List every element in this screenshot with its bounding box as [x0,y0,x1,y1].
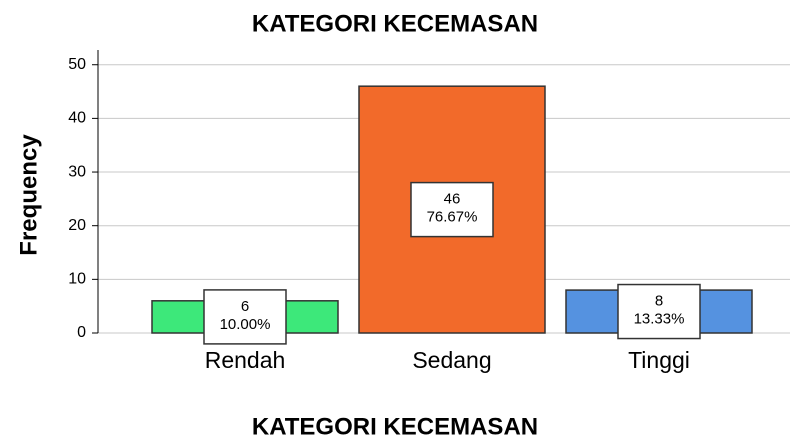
x-axis-label: KATEGORI KECEMASAN [252,413,538,440]
y-tick-label: 20 [68,217,86,234]
chart-title: KATEGORI KECEMASAN [252,10,538,37]
y-axis-label: Frequency [15,134,42,256]
data-label-box [203,289,287,345]
percent-label: 76.67% [427,209,478,226]
y-tick-label: 10 [68,271,86,288]
y-tick-label: 30 [68,163,86,180]
percent-label: 10.00% [220,316,271,333]
x-tick-label: Rendah [205,347,286,373]
data-label: 6 [241,298,249,315]
data-label: 46 [444,191,461,208]
x-tick-label: Tinggi [628,347,690,373]
data-label-box [410,181,494,238]
y-tick-label: 0 [77,324,86,341]
data-label-box [617,283,701,340]
y-tick-label: 50 [68,56,86,73]
x-tick-label: Sedang [412,347,491,373]
percent-label: 13.33% [634,311,685,328]
data-label: 8 [655,293,663,310]
y-tick-label: 40 [68,110,86,127]
